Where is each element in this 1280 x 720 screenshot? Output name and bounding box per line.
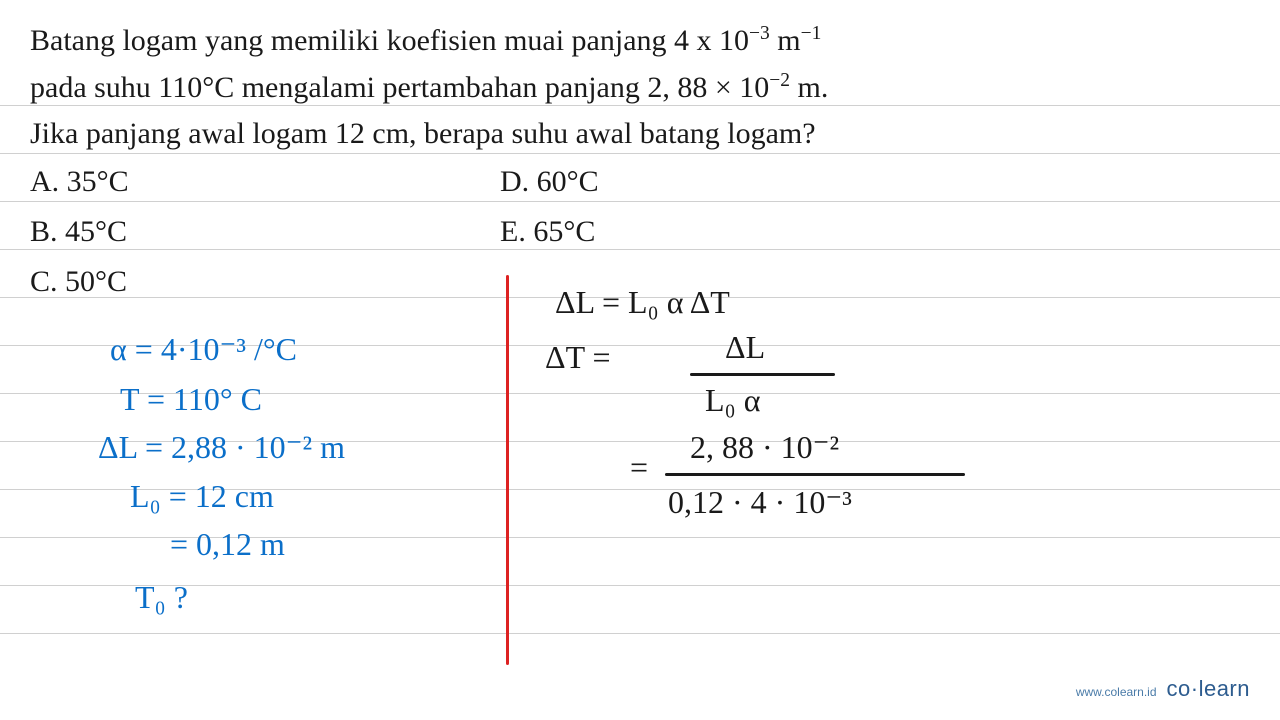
watermark-brand: co·learn [1167,676,1250,702]
given-l0-cm: L₀ = 12 cm [130,472,274,520]
question-line2: pada suhu 110°C mengalami pertambahan pa… [30,71,828,104]
fraction-line-1 [690,373,835,376]
equation-subst-equals: = [630,445,648,490]
option-c: C. 50°C [30,265,127,299]
fraction-line-2 [665,473,965,476]
option-e: E. 65°C [500,215,595,249]
given-alpha: α = 4·10⁻³ /°C [110,325,297,373]
option-b: B. 45°C [30,215,127,249]
given-temperature: T = 110° C [120,375,262,423]
equation-delta-t-numerator: ΔL [725,325,765,370]
equation-delta-t-denominator: L₀ α [705,378,760,423]
question-line1: Batang logam yang memiliki koefisien mua… [30,24,821,57]
question-text: Batang logam yang memiliki koefisien mua… [30,18,1230,158]
divider-line [506,275,509,665]
given-l0-m: = 0,12 m [130,520,285,568]
given-delta-l: ΔL = 2,88 · 10⁻² m [98,423,345,471]
equation-subst-denominator: 0,12 · 4 · 10⁻³ [668,480,852,525]
question-line3: Jika panjang awal logam 12 cm, berapa su… [30,117,816,150]
equation-delta-t-label: ΔT = [545,335,611,380]
given-t0-question: T₀ ? [135,573,188,621]
option-a: A. 35°C [30,165,129,199]
watermark-url: www.colearn.id [1076,685,1157,699]
option-d: D. 60°C [500,165,599,199]
watermark: www.colearn.id co·learn [1076,676,1250,702]
equation-subst-numerator: 2, 88 · 10⁻² [690,425,839,470]
equation-delta-l: ΔL = L₀ α ΔT [555,280,730,325]
